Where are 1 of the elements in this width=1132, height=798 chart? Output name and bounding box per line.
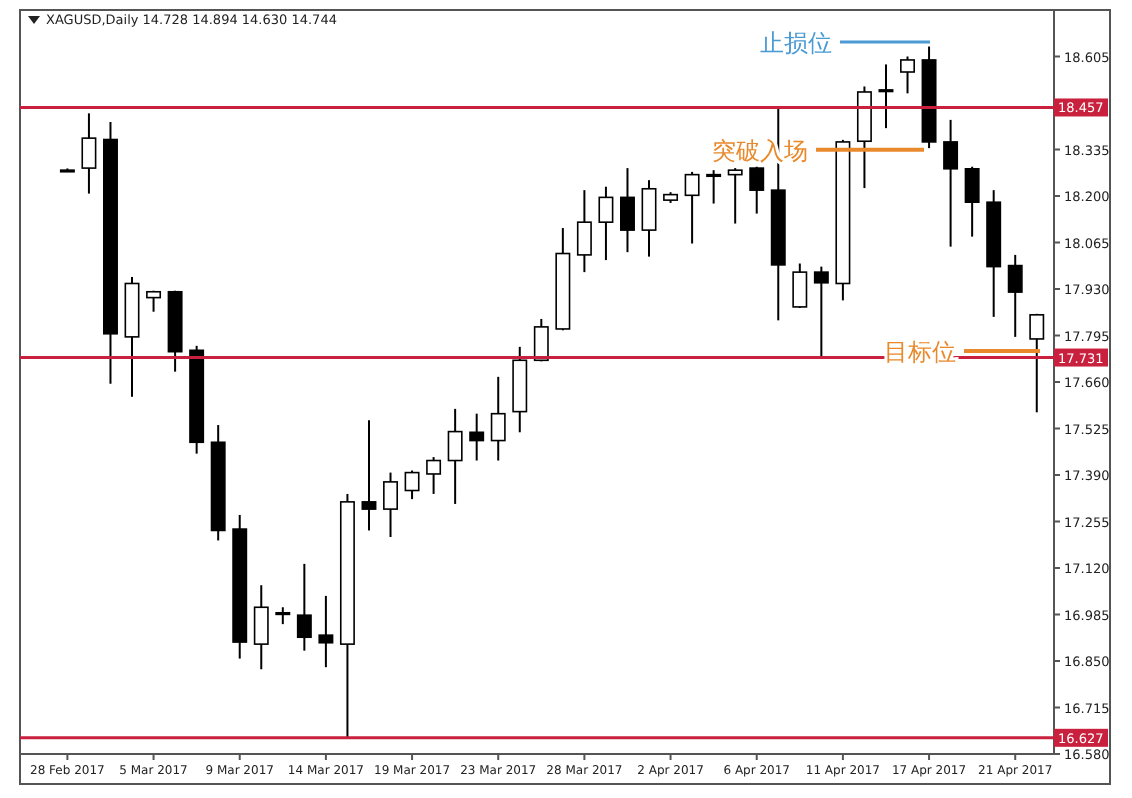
ref-line-label: 止损位 [760,29,832,58]
